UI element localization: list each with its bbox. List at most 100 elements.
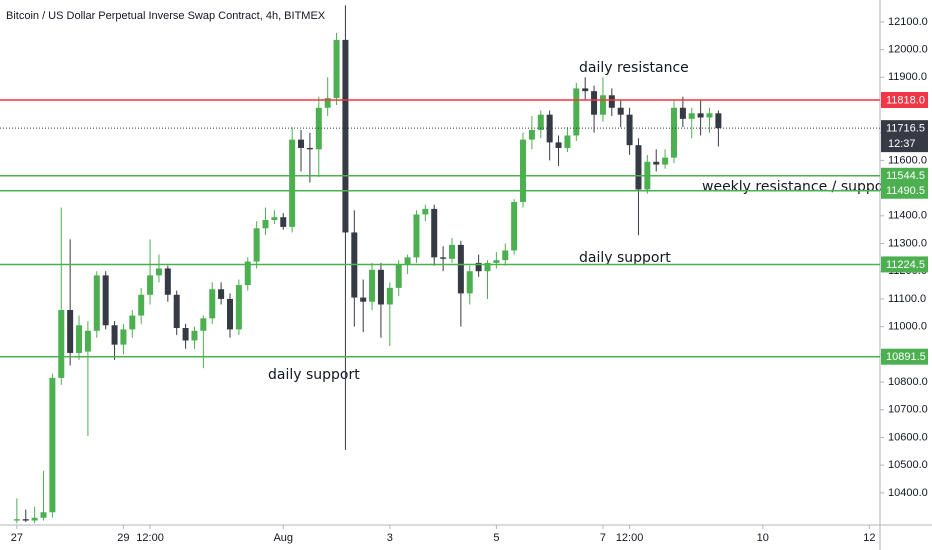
candle-body xyxy=(484,262,491,272)
candle-body xyxy=(377,269,384,305)
candle-body xyxy=(271,217,278,220)
x-tick-label: Aug xyxy=(273,532,293,544)
annotation: daily support xyxy=(579,250,671,266)
level-label: 11544.5 xyxy=(886,170,925,182)
y-tick-label: 12100.0 xyxy=(888,16,928,28)
candle-body xyxy=(253,228,260,262)
candle-body xyxy=(111,325,118,345)
candle-body xyxy=(386,287,393,305)
candle-body xyxy=(422,208,429,215)
candle-body xyxy=(360,297,367,302)
candle-body xyxy=(173,294,180,329)
candle-body xyxy=(670,107,677,158)
candle-body xyxy=(502,250,509,261)
candle-body xyxy=(466,271,473,294)
chart-title: Bitcoin / US Dollar Perpetual Inverse Sw… xyxy=(6,10,326,22)
candle-body xyxy=(688,113,695,119)
candle-body xyxy=(147,275,154,295)
x-tick-label: 3 xyxy=(387,532,393,544)
current-price-label: 11716.5 xyxy=(886,123,925,135)
level-label: 11818.0 xyxy=(886,94,925,106)
candle-body xyxy=(457,244,464,294)
candle-body xyxy=(582,88,589,92)
candle-body xyxy=(138,294,145,316)
candle-body xyxy=(244,261,251,286)
candle-body xyxy=(13,519,20,521)
candle-body xyxy=(235,285,242,330)
x-tick-label: 27 xyxy=(11,532,23,544)
y-tick-label: 10700.0 xyxy=(888,404,928,416)
y-tick-label: 11100.0 xyxy=(888,293,926,305)
y-tick-label: 11000.0 xyxy=(888,321,927,333)
candle-body xyxy=(22,519,29,521)
candle-body xyxy=(129,315,136,330)
level-label-box xyxy=(881,92,928,109)
candle-body xyxy=(679,107,686,119)
candle-body xyxy=(200,318,207,331)
level-label: 10891.5 xyxy=(886,351,926,363)
candle-body xyxy=(715,113,722,129)
y-tick-label: 11300.0 xyxy=(888,237,927,249)
x-tick-label: 29 xyxy=(117,532,129,544)
candle-body xyxy=(564,135,571,148)
candle-body xyxy=(306,147,313,150)
candle-body xyxy=(209,289,216,319)
candle-body xyxy=(493,260,500,263)
candle-body xyxy=(448,244,455,259)
candle-body xyxy=(49,377,56,513)
candle-body xyxy=(653,161,660,165)
candle-body xyxy=(617,107,624,115)
candle-body xyxy=(67,310,74,353)
candle-body xyxy=(164,268,171,295)
x-tick-label: 12 xyxy=(863,532,875,544)
candle-body xyxy=(76,325,83,353)
y-tick-label: 11400.0 xyxy=(888,210,927,222)
candle-body xyxy=(280,217,287,227)
level-label-box xyxy=(881,182,928,199)
x-tick-label: 7 xyxy=(600,532,606,544)
y-tick-label: 10600.0 xyxy=(888,431,928,443)
candle-body xyxy=(626,114,633,146)
candle-body xyxy=(511,201,518,251)
candle-body xyxy=(182,328,189,341)
candle-body xyxy=(635,145,642,190)
candle-body xyxy=(262,219,269,229)
candle-body xyxy=(395,264,402,288)
candle-body xyxy=(324,98,331,108)
level-label-box xyxy=(881,348,928,365)
y-tick-label: 11600.0 xyxy=(888,154,927,166)
candle-body xyxy=(608,95,615,108)
candle-body xyxy=(697,113,704,118)
candle-body xyxy=(40,512,47,518)
candle-body xyxy=(706,113,713,118)
annotation: weekly resistance / support xyxy=(702,179,895,195)
level-label: 11224.5 xyxy=(886,259,925,271)
current-price-box xyxy=(881,120,928,153)
annotation: daily resistance xyxy=(579,60,689,76)
candle-body xyxy=(218,289,225,299)
y-tick-label: 10800.0 xyxy=(888,376,928,388)
candle-body xyxy=(555,142,562,148)
y-tick-label: 11900.0 xyxy=(888,71,927,83)
level-label: 11490.5 xyxy=(886,185,925,197)
candle-body xyxy=(58,310,65,378)
x-tick-label: 5 xyxy=(493,532,499,544)
candle-body xyxy=(342,39,349,233)
candle-body xyxy=(662,157,669,165)
candle-body xyxy=(298,139,305,148)
candle-body xyxy=(84,330,91,352)
y-tick-label: 10500.0 xyxy=(888,459,928,471)
level-label-box xyxy=(881,256,928,273)
candle-body xyxy=(93,275,100,331)
y-tick-label: 10400.0 xyxy=(888,487,928,499)
x-tick-label: 12:00 xyxy=(136,532,164,544)
candle-body xyxy=(31,517,38,521)
annotation: daily support xyxy=(268,367,360,383)
y-tick-label: 12000.0 xyxy=(888,43,928,55)
candle-body xyxy=(537,114,544,130)
candle-body xyxy=(155,268,162,276)
candle-body xyxy=(191,330,198,341)
candle-body xyxy=(528,129,535,140)
candle-body xyxy=(431,208,438,258)
